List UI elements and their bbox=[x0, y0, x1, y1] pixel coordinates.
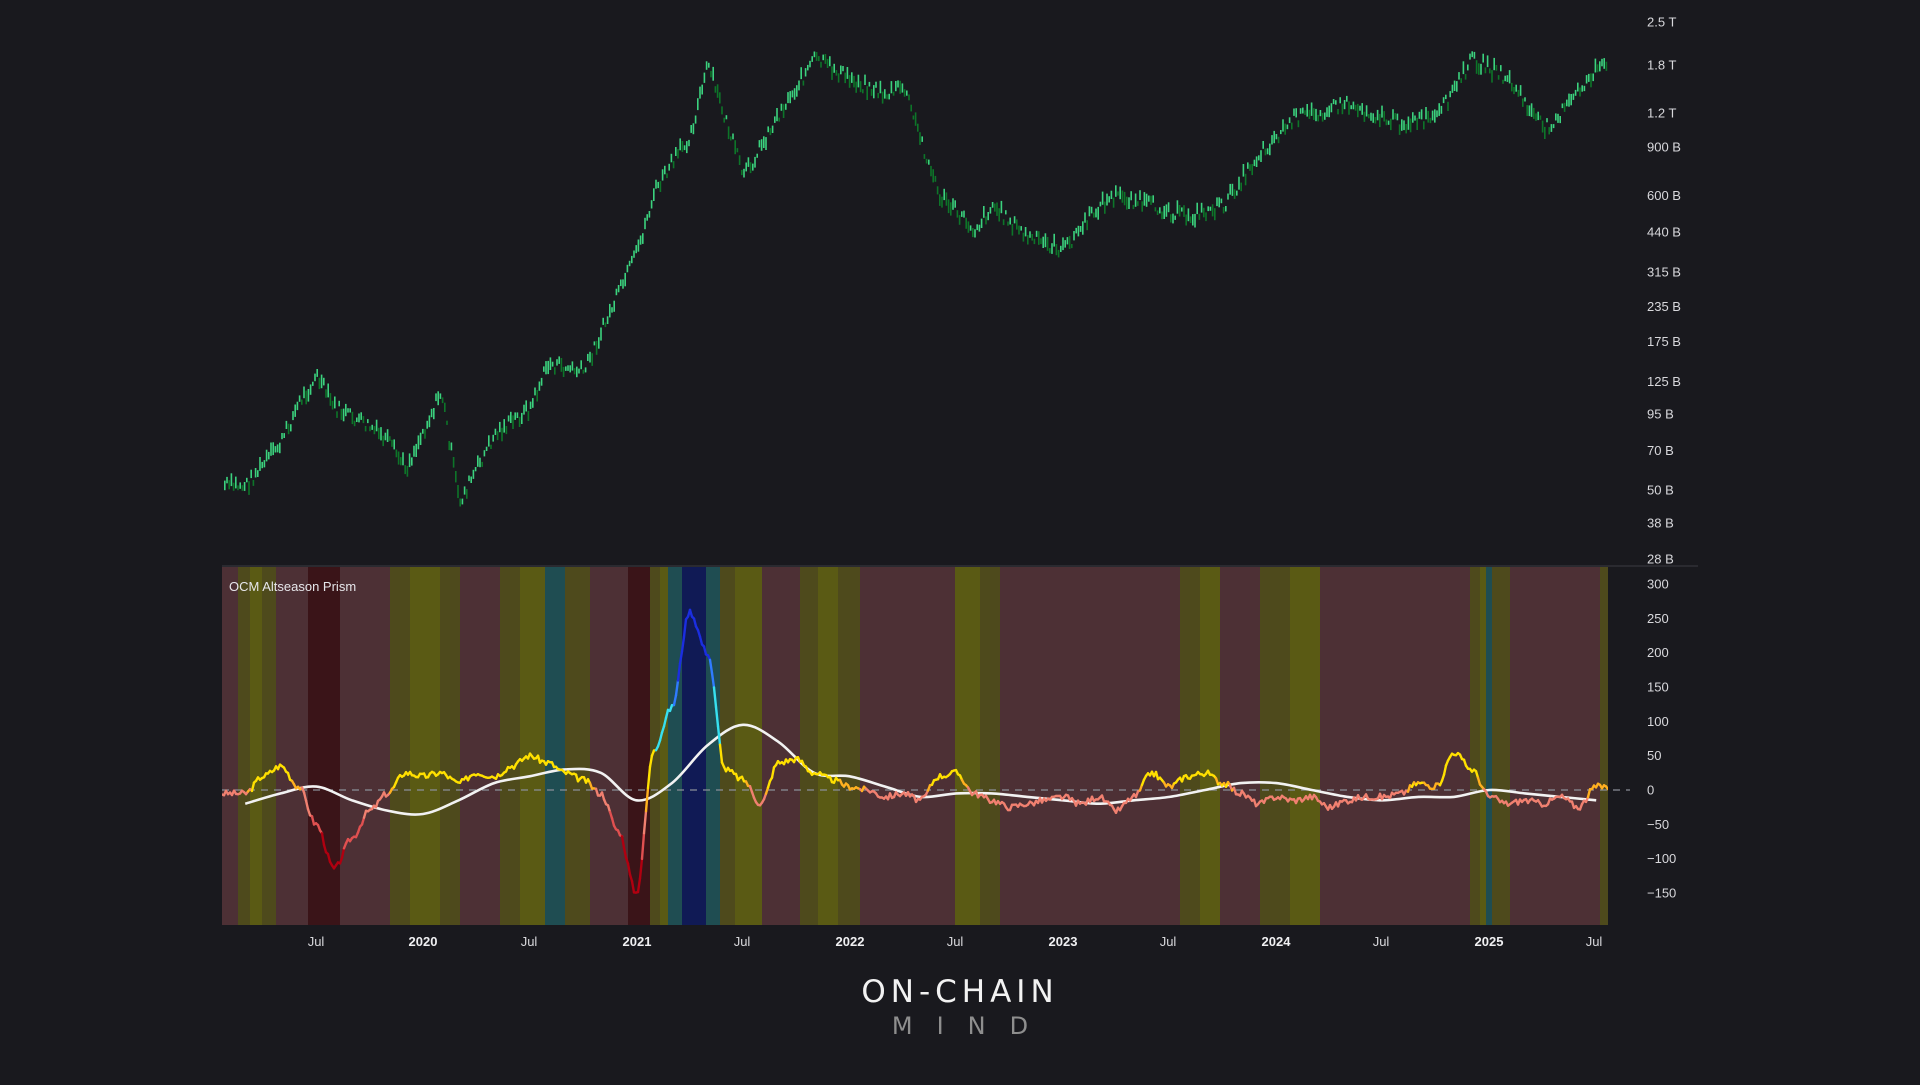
time-tick-label: Jul bbox=[521, 934, 538, 949]
indicator-tick-label: −100 bbox=[1647, 851, 1676, 866]
indicator-tick-label: −50 bbox=[1647, 817, 1669, 832]
price-tick-label: 1.2 T bbox=[1647, 106, 1676, 121]
indicator-title: OCM Altseason Prism bbox=[229, 579, 356, 594]
indicator-axis[interactable]: 300 250 200 150 100 50 0 −50 −100 −150 bbox=[1647, 577, 1676, 901]
price-axis[interactable]: 2.5 T 1.8 T 1.2 T 900 B 600 B 440 B 315 B 235 B… bbox=[1647, 15, 1681, 567]
price-tick-label: 1.8 T bbox=[1647, 58, 1676, 73]
indicator-tick-label: 250 bbox=[1647, 611, 1669, 626]
price-tick-label: 70 B bbox=[1647, 443, 1674, 458]
time-tick-label: Jul bbox=[308, 934, 325, 949]
time-tick-label: Jul bbox=[1373, 934, 1390, 949]
price-series bbox=[224, 51, 1607, 506]
indicator-tick-label: 300 bbox=[1647, 577, 1669, 592]
time-tick-label: Jul bbox=[947, 934, 964, 949]
price-tick-label: 315 B bbox=[1647, 264, 1681, 279]
price-tick-label: 175 B bbox=[1647, 334, 1681, 349]
indicator-tick-label: −150 bbox=[1647, 886, 1676, 901]
indicator-tick-label: 0 bbox=[1647, 783, 1654, 798]
price-tick-label: 28 B bbox=[1647, 552, 1674, 567]
price-tick-label: 600 B bbox=[1647, 188, 1681, 203]
price-tick-label: 235 B bbox=[1647, 299, 1681, 314]
indicator-tick-label: 150 bbox=[1647, 680, 1669, 695]
time-tick-label: Jul bbox=[1160, 934, 1177, 949]
price-tick-label: 38 B bbox=[1647, 515, 1674, 530]
price-tick-label: 50 B bbox=[1647, 483, 1674, 498]
time-tick-label: Jul bbox=[1586, 934, 1603, 949]
time-tick-label: 2023 bbox=[1049, 934, 1078, 949]
price-tick-label: 95 B bbox=[1647, 407, 1674, 422]
indicator-tick-label: 50 bbox=[1647, 748, 1661, 763]
indicator-tick-label: 200 bbox=[1647, 645, 1669, 660]
indicator-tick-label: 100 bbox=[1647, 714, 1669, 729]
time-axis[interactable]: Jul 2020 Jul 2021 Jul 2022 Jul 2023 Jul 2024 Jul 20… bbox=[308, 934, 1603, 949]
time-tick-label: 2021 bbox=[623, 934, 652, 949]
price-tick-label: 900 B bbox=[1647, 140, 1681, 155]
time-tick-label: 2024 bbox=[1262, 934, 1292, 949]
regime-background-bands bbox=[222, 567, 1608, 925]
time-tick-label: 2025 bbox=[1475, 934, 1504, 949]
time-tick-label: Jul bbox=[734, 934, 751, 949]
brand-name-line1: ON-CHAIN bbox=[0, 975, 1920, 1009]
price-tick-label: 125 B bbox=[1647, 374, 1681, 389]
time-tick-label: 2022 bbox=[836, 934, 865, 949]
brand-logo: ON-CHAIN MIND bbox=[0, 975, 1920, 1041]
price-tick-label: 440 B bbox=[1647, 225, 1681, 240]
time-tick-label: 2020 bbox=[409, 934, 438, 949]
price-tick-label: 2.5 T bbox=[1647, 15, 1676, 30]
brand-name-line2: MIND bbox=[0, 1011, 1920, 1041]
